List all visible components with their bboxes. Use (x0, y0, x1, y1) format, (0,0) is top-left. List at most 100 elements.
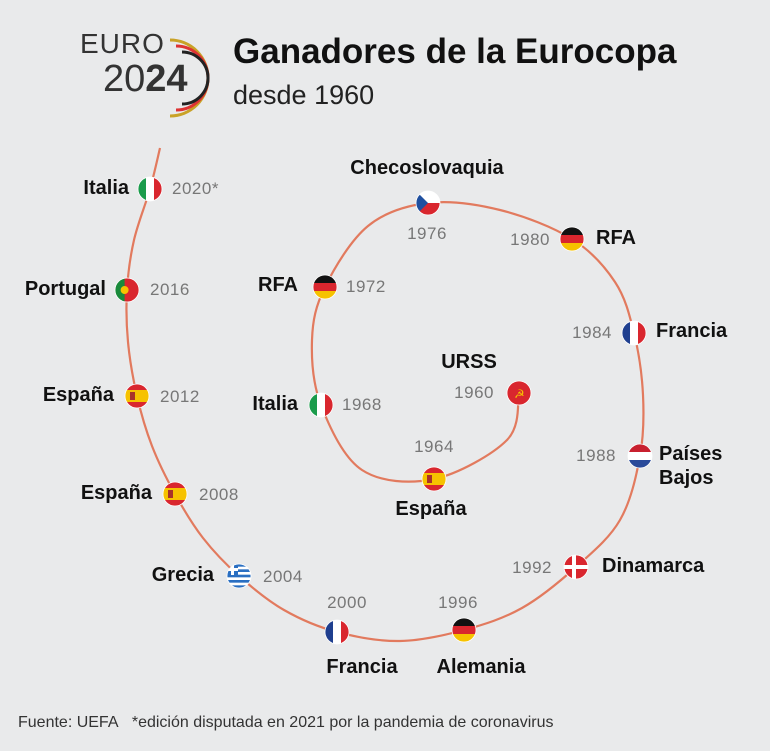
flag (564, 555, 588, 579)
stripe (325, 620, 334, 644)
year: 2020* (172, 179, 219, 198)
stripe (309, 393, 318, 417)
logo-rings (169, 38, 210, 118)
stripe (630, 321, 639, 345)
year: 2016 (150, 280, 190, 299)
footnote: *edición disputada en 2021 por la pandem… (131, 714, 554, 731)
logo-text: EURO (80, 28, 165, 59)
flag-ring (421, 466, 447, 492)
country-name: RFA (596, 227, 636, 249)
stripe (638, 321, 646, 345)
flag-ring (559, 226, 585, 252)
stripe (125, 390, 149, 402)
country-name: Grecia (151, 564, 214, 586)
stripe (628, 444, 652, 453)
flag-ring (114, 277, 140, 303)
year: 2012 (160, 387, 200, 406)
footer: Fuente: UEFA *edición disputada en 2021 … (18, 714, 553, 732)
stripe (146, 177, 155, 201)
flag-ring (415, 190, 441, 216)
flag (325, 620, 349, 644)
flag-ring (627, 443, 653, 469)
stripe (560, 235, 584, 244)
flag (560, 227, 584, 251)
stripe (452, 618, 476, 627)
flag-ring (137, 176, 163, 202)
flag-ring (563, 554, 589, 580)
flag (227, 564, 251, 588)
country-name: Alemania (436, 656, 526, 678)
logo-year-b: 24 (145, 58, 188, 100)
flag: ☭ (507, 381, 531, 405)
country-name: RFA (258, 274, 298, 296)
country-name: URSS (441, 351, 497, 373)
stripe (622, 321, 631, 345)
stripe (560, 227, 584, 236)
year: 1960 (454, 383, 494, 402)
flag (163, 482, 187, 506)
stripe (333, 620, 342, 644)
flag (309, 393, 333, 417)
cross (227, 568, 238, 571)
country-name: Dinamarca (602, 555, 705, 577)
flag-ring (324, 619, 350, 645)
spiral (125, 147, 645, 643)
country-name: España (80, 482, 152, 504)
stripe (313, 291, 337, 299)
year: 1988 (576, 446, 616, 465)
stripe (313, 275, 337, 284)
stripe (313, 283, 337, 292)
field (507, 381, 531, 405)
year: 1980 (510, 230, 550, 249)
logo-year-a: 20 (103, 58, 146, 100)
title: Ganadores de la Eurocopa (233, 32, 677, 71)
flag (622, 321, 646, 345)
flag-ring (124, 383, 150, 409)
country-name: Checoslovaquia (350, 157, 504, 179)
year: 2004 (263, 567, 303, 586)
flag-ring (451, 617, 477, 643)
year: 1976 (407, 224, 447, 243)
flag-ring (312, 274, 338, 300)
stripe (628, 460, 652, 468)
flag-ring (506, 380, 532, 406)
flag (115, 278, 139, 302)
flag-ring (226, 563, 252, 589)
year: 1984 (572, 323, 612, 342)
emblem (120, 286, 129, 294)
stripe (325, 393, 333, 417)
flag (313, 275, 337, 299)
stripe (227, 566, 251, 570)
flag (452, 618, 476, 642)
flag (628, 444, 652, 468)
emblem (130, 392, 135, 400)
country-name: Francia (326, 656, 398, 678)
year: 1964 (414, 437, 454, 456)
emblem (427, 475, 432, 483)
triangle (416, 191, 428, 215)
country-name: Francia (656, 320, 728, 342)
year: 1972 (346, 277, 386, 296)
flag-ring (308, 392, 334, 418)
flag (125, 384, 149, 408)
stripe (154, 177, 162, 201)
flag (416, 191, 440, 215)
emblem (168, 490, 173, 498)
stripe (452, 626, 476, 635)
year: 2000 (327, 593, 367, 612)
logo-year: 2024 (103, 58, 188, 101)
stripe (628, 452, 652, 461)
subtitle: desde 1960 (233, 80, 375, 110)
stripe (163, 488, 187, 500)
country-name: Países Bajos (659, 443, 723, 489)
stripe (317, 393, 326, 417)
flag-ring (621, 320, 647, 346)
country-name: Italia (252, 393, 298, 415)
country-name: Portugal (24, 278, 106, 300)
flag (422, 467, 446, 491)
flag-ring (162, 481, 188, 507)
flag (138, 177, 162, 201)
country-name: Italia (83, 177, 129, 199)
